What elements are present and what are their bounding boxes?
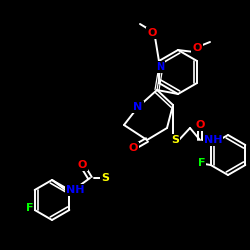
Text: O: O — [77, 160, 87, 170]
Text: F: F — [198, 158, 205, 168]
Text: F: F — [26, 203, 34, 213]
Text: S: S — [171, 135, 179, 145]
Text: NH: NH — [204, 135, 222, 145]
Text: NH: NH — [66, 185, 84, 195]
Text: O: O — [192, 43, 202, 53]
Text: S: S — [101, 173, 109, 183]
Text: N: N — [134, 102, 142, 112]
Text: N: N — [156, 62, 164, 72]
Text: O: O — [195, 120, 205, 130]
Text: O: O — [128, 143, 138, 153]
Text: O: O — [147, 28, 157, 38]
